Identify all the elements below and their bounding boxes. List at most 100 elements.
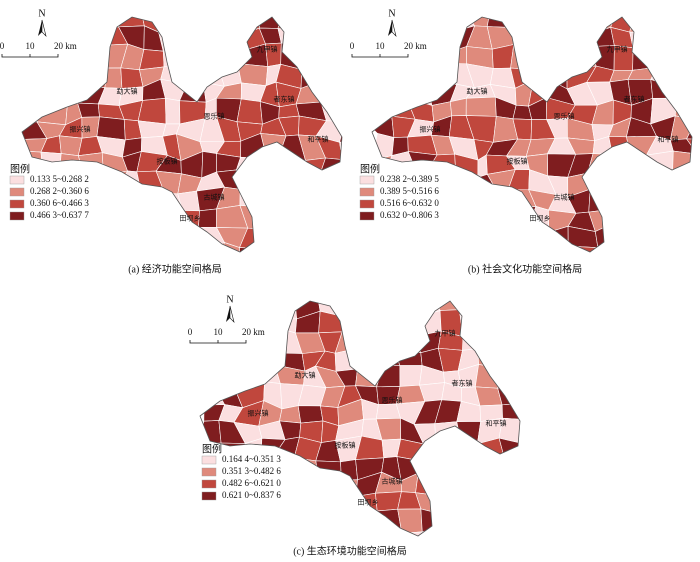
legend-item: 0.632 0~0.806 3 [380, 210, 439, 220]
district [177, 190, 200, 212]
place-label: 九甲镇 [607, 45, 628, 54]
place-label: 恩乐镇 [554, 112, 575, 121]
district [517, 301, 520, 314]
district [535, 17, 558, 30]
district [177, 50, 198, 70]
legend-swatch [9, 175, 25, 185]
district [436, 489, 460, 514]
district [407, 151, 438, 174]
district [257, 510, 280, 534]
district [79, 243, 106, 252]
district [512, 27, 536, 47]
district [627, 227, 657, 251]
district [611, 152, 631, 176]
district [321, 64, 342, 81]
district [199, 17, 225, 34]
scale-label: 0 [0, 41, 5, 51]
district [672, 150, 692, 180]
district [514, 491, 520, 517]
place-label: 按板镇 [335, 441, 356, 450]
district [401, 531, 423, 536]
legend-item: 0.268 2~0.360 6 [30, 186, 89, 196]
district [204, 301, 224, 316]
district [690, 17, 692, 30]
scale-label: 10 [376, 41, 386, 51]
scale-label: 20 km [54, 41, 77, 51]
district [520, 461, 543, 479]
district [522, 383, 543, 405]
district [458, 489, 485, 514]
district [340, 459, 358, 481]
place-label: 恩乐镇 [382, 396, 403, 405]
district [215, 17, 243, 36]
district [501, 527, 520, 536]
district [382, 333, 400, 352]
place-label: 勐大镇 [467, 87, 488, 96]
compass-arrow [38, 20, 42, 36]
place-label: 恩乐镇 [204, 112, 225, 121]
district [518, 419, 520, 443]
district [437, 472, 460, 497]
district [256, 158, 278, 173]
place-label: 古城镇 [554, 193, 575, 202]
district [495, 310, 520, 335]
legend-swatch [9, 187, 25, 197]
district [587, 169, 613, 192]
district [316, 475, 342, 498]
district [629, 17, 658, 33]
district [449, 97, 467, 117]
district [501, 402, 520, 420]
caption: (a) 经济功能空间格局 [128, 262, 222, 275]
scale-label: 0 [188, 327, 193, 337]
legend-item: 0.360 6~0.466 3 [30, 198, 89, 208]
district [238, 513, 266, 531]
district [666, 175, 692, 195]
district [105, 208, 127, 233]
district [515, 328, 520, 355]
district [139, 188, 166, 213]
district [139, 212, 159, 234]
compass-arrow [388, 20, 392, 36]
district [446, 46, 467, 65]
district [650, 78, 677, 99]
district [195, 242, 226, 252]
district [299, 247, 326, 252]
district [429, 241, 459, 252]
district [200, 362, 225, 387]
district [341, 316, 364, 336]
district [195, 52, 217, 70]
district [377, 301, 400, 314]
district [627, 209, 653, 233]
district [301, 509, 327, 532]
legend-item: 0.164 4~0.351 3 [222, 454, 281, 464]
district [495, 328, 520, 356]
district [453, 525, 486, 536]
legend-title: 图例 [360, 162, 380, 175]
district [650, 17, 677, 35]
place-label: 田坝乡 [358, 498, 379, 507]
district [298, 45, 323, 70]
district [315, 27, 342, 47]
place-label: 按板镇 [157, 157, 178, 166]
district [645, 150, 674, 180]
district [355, 348, 386, 370]
district [688, 82, 692, 100]
place-label: 按板镇 [507, 157, 528, 166]
district [399, 365, 423, 387]
district [548, 245, 577, 252]
district [277, 17, 305, 33]
place-label: 九甲镇 [435, 329, 456, 338]
district [293, 457, 319, 477]
district [446, 188, 479, 213]
district [688, 209, 692, 233]
district [116, 188, 141, 213]
compass-arrow [226, 306, 230, 322]
district [447, 228, 478, 244]
district [687, 64, 692, 85]
place-label: 九甲镇 [257, 45, 278, 54]
district [342, 509, 364, 535]
caption: (c) 生态环境功能空间格局 [293, 544, 407, 557]
place-label: 振兴镇 [248, 409, 269, 418]
